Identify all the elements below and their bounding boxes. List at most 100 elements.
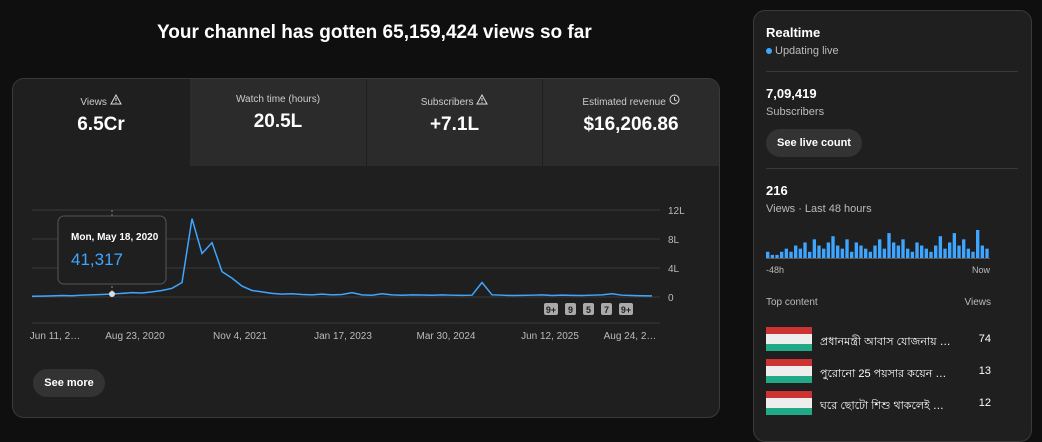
- bar: [943, 248, 947, 258]
- annotation-badge: [544, 303, 558, 315]
- annotation-badge-label: 9+: [621, 305, 631, 315]
- thumbnail[interactable]: [766, 327, 812, 351]
- tab-value: +7.1L: [429, 114, 480, 135]
- views-label: Views · Last 48 hours: [766, 203, 872, 215]
- page-title: Your channel has gotten 65,159,424 views…: [157, 22, 592, 43]
- status-text: Updating live: [775, 45, 839, 57]
- annotation-badge-label: 9+: [546, 305, 556, 315]
- y-tick-label: 0: [668, 293, 674, 304]
- bar: [780, 251, 784, 258]
- annotation-badge-label: 5: [586, 305, 591, 315]
- hover-point: [109, 291, 115, 298]
- tab[interactable]: Views 6.5Cr: [13, 79, 189, 166]
- bar: [817, 245, 821, 258]
- bar: [766, 251, 770, 258]
- x-tick-label: Aug 23, 2020: [105, 331, 165, 342]
- tooltip-date: Mon, May 18, 2020: [71, 232, 159, 243]
- bar: [798, 248, 803, 258]
- bar: [794, 245, 798, 258]
- top-content-header: Top content: [766, 297, 818, 308]
- tab[interactable]: Estimated revenue $16,206.86: [543, 79, 719, 166]
- tab-label-text: Subscribers: [420, 97, 474, 108]
- bar: [976, 230, 980, 258]
- warning-icon: [109, 93, 122, 105]
- bar: [934, 245, 938, 258]
- bar: [864, 248, 868, 258]
- views-count: 216: [766, 183, 788, 198]
- x-label: Now: [972, 265, 991, 275]
- bar: [854, 242, 859, 258]
- bar: [878, 239, 882, 258]
- bar: [812, 239, 817, 258]
- content-title[interactable]: পুরোনো 25 পয়সার কয়েন …: [820, 368, 947, 380]
- x-tick-label: Nov 4, 2021: [213, 331, 267, 342]
- bar: [836, 245, 840, 258]
- bar: [789, 251, 793, 258]
- bar: [896, 245, 901, 258]
- content-views: 13: [978, 365, 991, 377]
- annotation-badge: [583, 303, 594, 315]
- bar: [910, 251, 915, 258]
- views-line: [31, 218, 653, 298]
- annotation-badge-label: 7: [604, 305, 609, 315]
- divider: [766, 168, 1018, 169]
- tab-value: $16,206.86: [583, 114, 679, 135]
- content-views: 74: [978, 333, 991, 345]
- bar: [901, 239, 905, 258]
- bar: [980, 245, 985, 258]
- x-tick-label: Mar 30, 2024: [417, 331, 476, 342]
- realtime-bar-chart: -48h Now: [766, 230, 991, 275]
- y-tick-label: 8L: [668, 235, 680, 246]
- bar: [803, 242, 807, 258]
- bar: [775, 254, 779, 258]
- y-tick-label: 4L: [668, 264, 680, 275]
- annotation-badge: [619, 303, 633, 315]
- realtime-title: Realtime: [766, 25, 821, 40]
- bar: [892, 242, 896, 258]
- bar: [850, 251, 854, 258]
- x-label: -48h: [766, 265, 784, 275]
- bar: [826, 242, 831, 258]
- bar: [966, 248, 971, 258]
- bar: [831, 236, 835, 258]
- content-title[interactable]: ঘরে ছোটো শিশু থাকলেই …: [820, 400, 944, 412]
- tab[interactable]: Watch time (hours) 20.5L: [190, 79, 366, 166]
- tab-label: Views: [13, 93, 189, 108]
- tab-label: Estimated revenue: [543, 94, 719, 108]
- bar: [808, 251, 812, 258]
- thumbnail[interactable]: [766, 359, 812, 383]
- tab-label-text: Views: [80, 97, 107, 108]
- divider: [766, 71, 1018, 72]
- page: Your channel has gotten 65,159,424 views…: [12, 10, 1032, 442]
- tab-value: 20.5L: [253, 111, 303, 132]
- realtime-status: Updating live: [766, 45, 839, 57]
- y-tick-label: 12L: [668, 206, 685, 217]
- tab-label: Watch time (hours): [235, 94, 321, 105]
- live-dot: [766, 48, 772, 54]
- bar: [915, 242, 919, 258]
- see-live-count-button[interactable]: See live count: [766, 129, 862, 157]
- clock-icon: [669, 94, 680, 105]
- bar: [770, 254, 775, 258]
- tooltip: [57, 215, 167, 285]
- bar: [957, 245, 961, 258]
- annotation-badge-label: 9: [568, 305, 573, 315]
- bar: [906, 248, 910, 258]
- bar: [868, 251, 873, 258]
- tab-label-text: Estimated revenue: [582, 97, 666, 108]
- x-tick-label: Jan 17, 2023: [314, 331, 372, 342]
- see-more-button[interactable]: See more: [33, 369, 105, 397]
- line-chart: 12L 8L 4L 0 Jun 11, 2… Aug 23, 2020 Nov 4, 202…: [30, 206, 685, 342]
- tab[interactable]: Subscribers +7.1L: [367, 79, 542, 166]
- bar: [948, 242, 952, 258]
- realtime-card: Realtime Updating live 7,09,419 Subscrib…: [753, 10, 1032, 442]
- warning-icon: [476, 93, 489, 105]
- content-title[interactable]: প্রধানমন্ত্রী আবাস যোজনায় …: [820, 336, 951, 348]
- x-tick-label: Jun 11, 2…: [30, 331, 80, 342]
- thumbnail[interactable]: [766, 391, 812, 415]
- bar: [882, 248, 887, 258]
- bar: [938, 236, 943, 258]
- tooltip-value: 41,317: [71, 250, 123, 269]
- views-header: Views: [964, 297, 992, 308]
- subscriber-label: Subscribers: [766, 106, 825, 118]
